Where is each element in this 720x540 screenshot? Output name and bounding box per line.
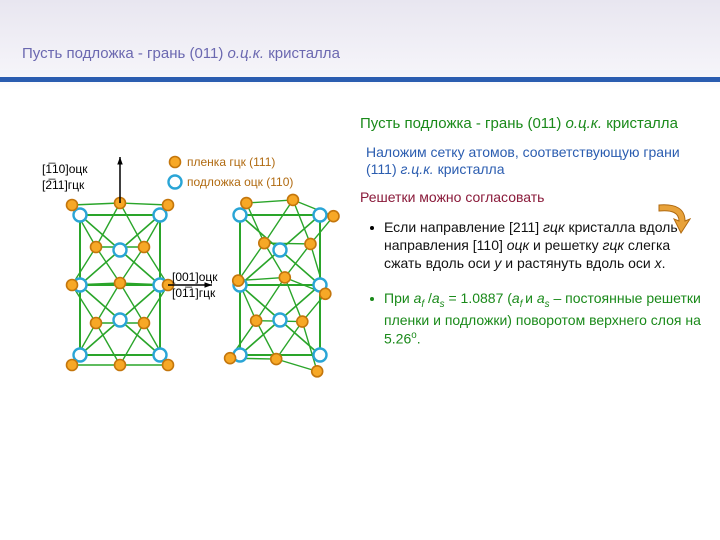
- title-text-a: Пусть подложка - грань (011): [22, 45, 228, 62]
- svg-text:[001]оцк: [001]оцк: [172, 270, 218, 284]
- text-line-1: Пусть подложка - грань (011) о.ц.к. крис…: [360, 115, 705, 134]
- svg-text:подложка оцк (110): подложка оцк (110): [187, 175, 293, 189]
- slide-title: Пусть подложка - грань (011) о.ц.к. крис…: [22, 45, 340, 62]
- text-line-3: Решетки можно согласовать: [360, 189, 705, 205]
- bullet-dot-icon: [370, 297, 374, 301]
- svg-text:[2̅11]гцк: [2̅11]гцк: [42, 178, 85, 192]
- svg-text:[1̅10]оцк: [1̅10]оцк: [42, 162, 88, 176]
- bullet-2: При af /as = 1.0887 (af и as – постоянны…: [360, 290, 705, 348]
- curved-arrow-icon: [655, 199, 691, 235]
- main-text: Пусть подложка - грань (011) о.ц.к. крис…: [360, 115, 705, 366]
- bullet-dot-icon: [370, 226, 374, 230]
- svg-text:пленка гцк (111): пленка гцк (111): [187, 155, 275, 169]
- title-text-em: о.ц.к.: [228, 45, 265, 62]
- header-underline: [0, 77, 720, 82]
- title-text-b: кристалла: [264, 45, 340, 62]
- text-line-2: Наложим сетку атомов, соответствующую гр…: [360, 144, 705, 179]
- bullet-1: Если направление [211] гцк кристалла вдо…: [360, 219, 705, 273]
- lattice-diagram: [1̅10]оцк [2̅11]гцк [001]оцк [01̅1]гцк пленк…: [20, 130, 350, 420]
- svg-text:[01̅1]гцк: [01̅1]гцк: [172, 286, 216, 300]
